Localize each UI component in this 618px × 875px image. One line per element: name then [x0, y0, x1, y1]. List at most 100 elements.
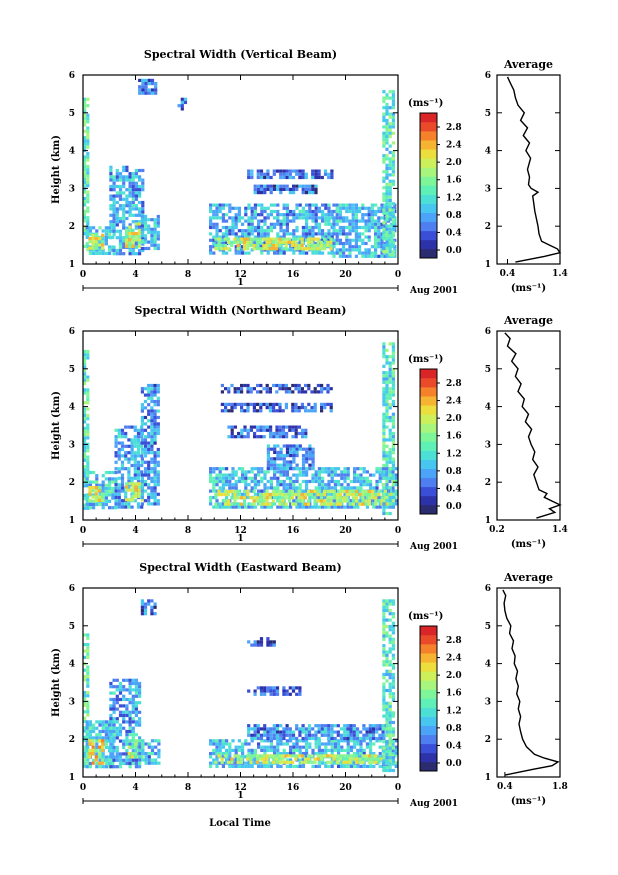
heatmap-cell [122, 168, 126, 173]
heatmap-cell [385, 451, 389, 455]
heatmap-cell [321, 470, 325, 474]
heatmap-cell [388, 647, 392, 651]
heatmap-cell [134, 739, 138, 743]
heatmap-cell [88, 470, 92, 475]
heatmap-cell [342, 248, 346, 252]
heatmap-cell [284, 496, 288, 500]
heatmap-cell [271, 499, 275, 503]
heatmap-cell [324, 222, 328, 226]
heatmap-cell [118, 194, 123, 198]
heatmap-cell [285, 232, 289, 236]
heatmap-cell [285, 692, 289, 696]
heatmap-cell [385, 106, 389, 110]
heatmap-cell [391, 644, 395, 648]
heatmap-cell [115, 216, 119, 221]
heatmap-cell [83, 739, 87, 743]
heatmap-cell [128, 697, 132, 702]
heatmap-cell [391, 663, 395, 667]
heatmap-cell [327, 222, 331, 226]
heatmap-cell [391, 740, 395, 744]
heatmap-cell [86, 407, 90, 411]
heatmap-cell [382, 227, 386, 231]
heatmap-cell [282, 251, 286, 255]
heatmap-cell [273, 463, 277, 467]
heatmap-cell [253, 241, 257, 246]
heatmap-cell [88, 237, 92, 241]
heatmap-cell [369, 483, 373, 487]
heatmap-cell [349, 479, 353, 484]
heatmap-cell [156, 237, 160, 241]
heatmap-cell [223, 489, 227, 493]
heatmap-cell [125, 729, 129, 734]
heatmap-cell [243, 428, 247, 432]
heatmap-cell [255, 757, 259, 761]
heatmap-cell [127, 460, 131, 464]
heatmap-cell [225, 241, 229, 246]
heatmap-cell [109, 707, 113, 711]
date-label: Aug 2001 [409, 799, 458, 809]
heatmap-cell [125, 758, 129, 762]
heatmap-cell [330, 235, 334, 239]
heatmap-cell [314, 745, 318, 749]
heatmap-cell [348, 209, 352, 214]
heatmap-cell [249, 496, 253, 500]
heatmap-cell [338, 251, 342, 255]
heatmap-cell [388, 403, 392, 407]
heatmap-cell [265, 428, 269, 432]
heatmap-cell [345, 248, 349, 252]
heatmap-cell [385, 711, 389, 715]
heatmap-cell [118, 729, 123, 734]
heatmap-cell [327, 736, 331, 741]
heatmap-cell [133, 463, 137, 468]
heatmap-cell [388, 618, 392, 622]
heatmap-cell [382, 765, 386, 769]
heatmap-cell [117, 467, 121, 471]
heatmap-cell [266, 463, 270, 467]
y-tick-label: 4 [69, 147, 75, 157]
heatmap-cell [156, 387, 160, 391]
heatmap-cell [291, 175, 296, 180]
heatmap-cell [225, 473, 229, 477]
heatmap-cell [212, 241, 216, 246]
heatmap-cell [362, 727, 366, 731]
heatmap-cell [314, 505, 318, 509]
heatmap-cell [233, 425, 237, 429]
heatmap-cell [115, 758, 119, 762]
heatmap-cell [243, 237, 247, 241]
heatmap-cell [244, 213, 248, 217]
heatmap-cell [112, 755, 116, 759]
heatmap-cell [391, 403, 395, 407]
heatmap-cell [266, 748, 270, 752]
heatmap-cell [326, 243, 330, 248]
heatmap-cell [345, 232, 349, 236]
heatmap-cell [140, 234, 144, 238]
heatmap-cell [381, 467, 385, 471]
heatmap-cell [250, 479, 254, 484]
heatmap-cell [382, 176, 386, 180]
heatmap-cell [385, 688, 389, 693]
heatmap-cell [257, 492, 261, 496]
heatmap-cell [305, 229, 309, 233]
heatmap-cell [114, 460, 118, 464]
heatmap-cell [289, 502, 293, 506]
heatmap-cell [243, 435, 247, 439]
heatmap-cell [311, 457, 315, 461]
heatmap-cell [307, 240, 311, 244]
heatmap-cell [94, 243, 98, 247]
heatmap-cell [131, 704, 135, 708]
heatmap-cell [153, 221, 157, 225]
heatmap-cell [391, 182, 395, 187]
heatmap-cell [156, 454, 160, 458]
heatmap-cell [259, 435, 263, 439]
heatmap-cell [269, 505, 273, 509]
heatmap-cell [112, 226, 116, 230]
heatmap-cell [88, 765, 92, 769]
heatmap-cell [382, 612, 386, 616]
heatmap-cell [276, 203, 280, 207]
heatmap-cell [278, 435, 282, 439]
heatmap-cell [275, 692, 280, 696]
heatmap-cell [289, 745, 293, 749]
heatmap-cell [342, 496, 346, 500]
heatmap-cell [237, 502, 241, 506]
heatmap-cell [177, 104, 181, 108]
